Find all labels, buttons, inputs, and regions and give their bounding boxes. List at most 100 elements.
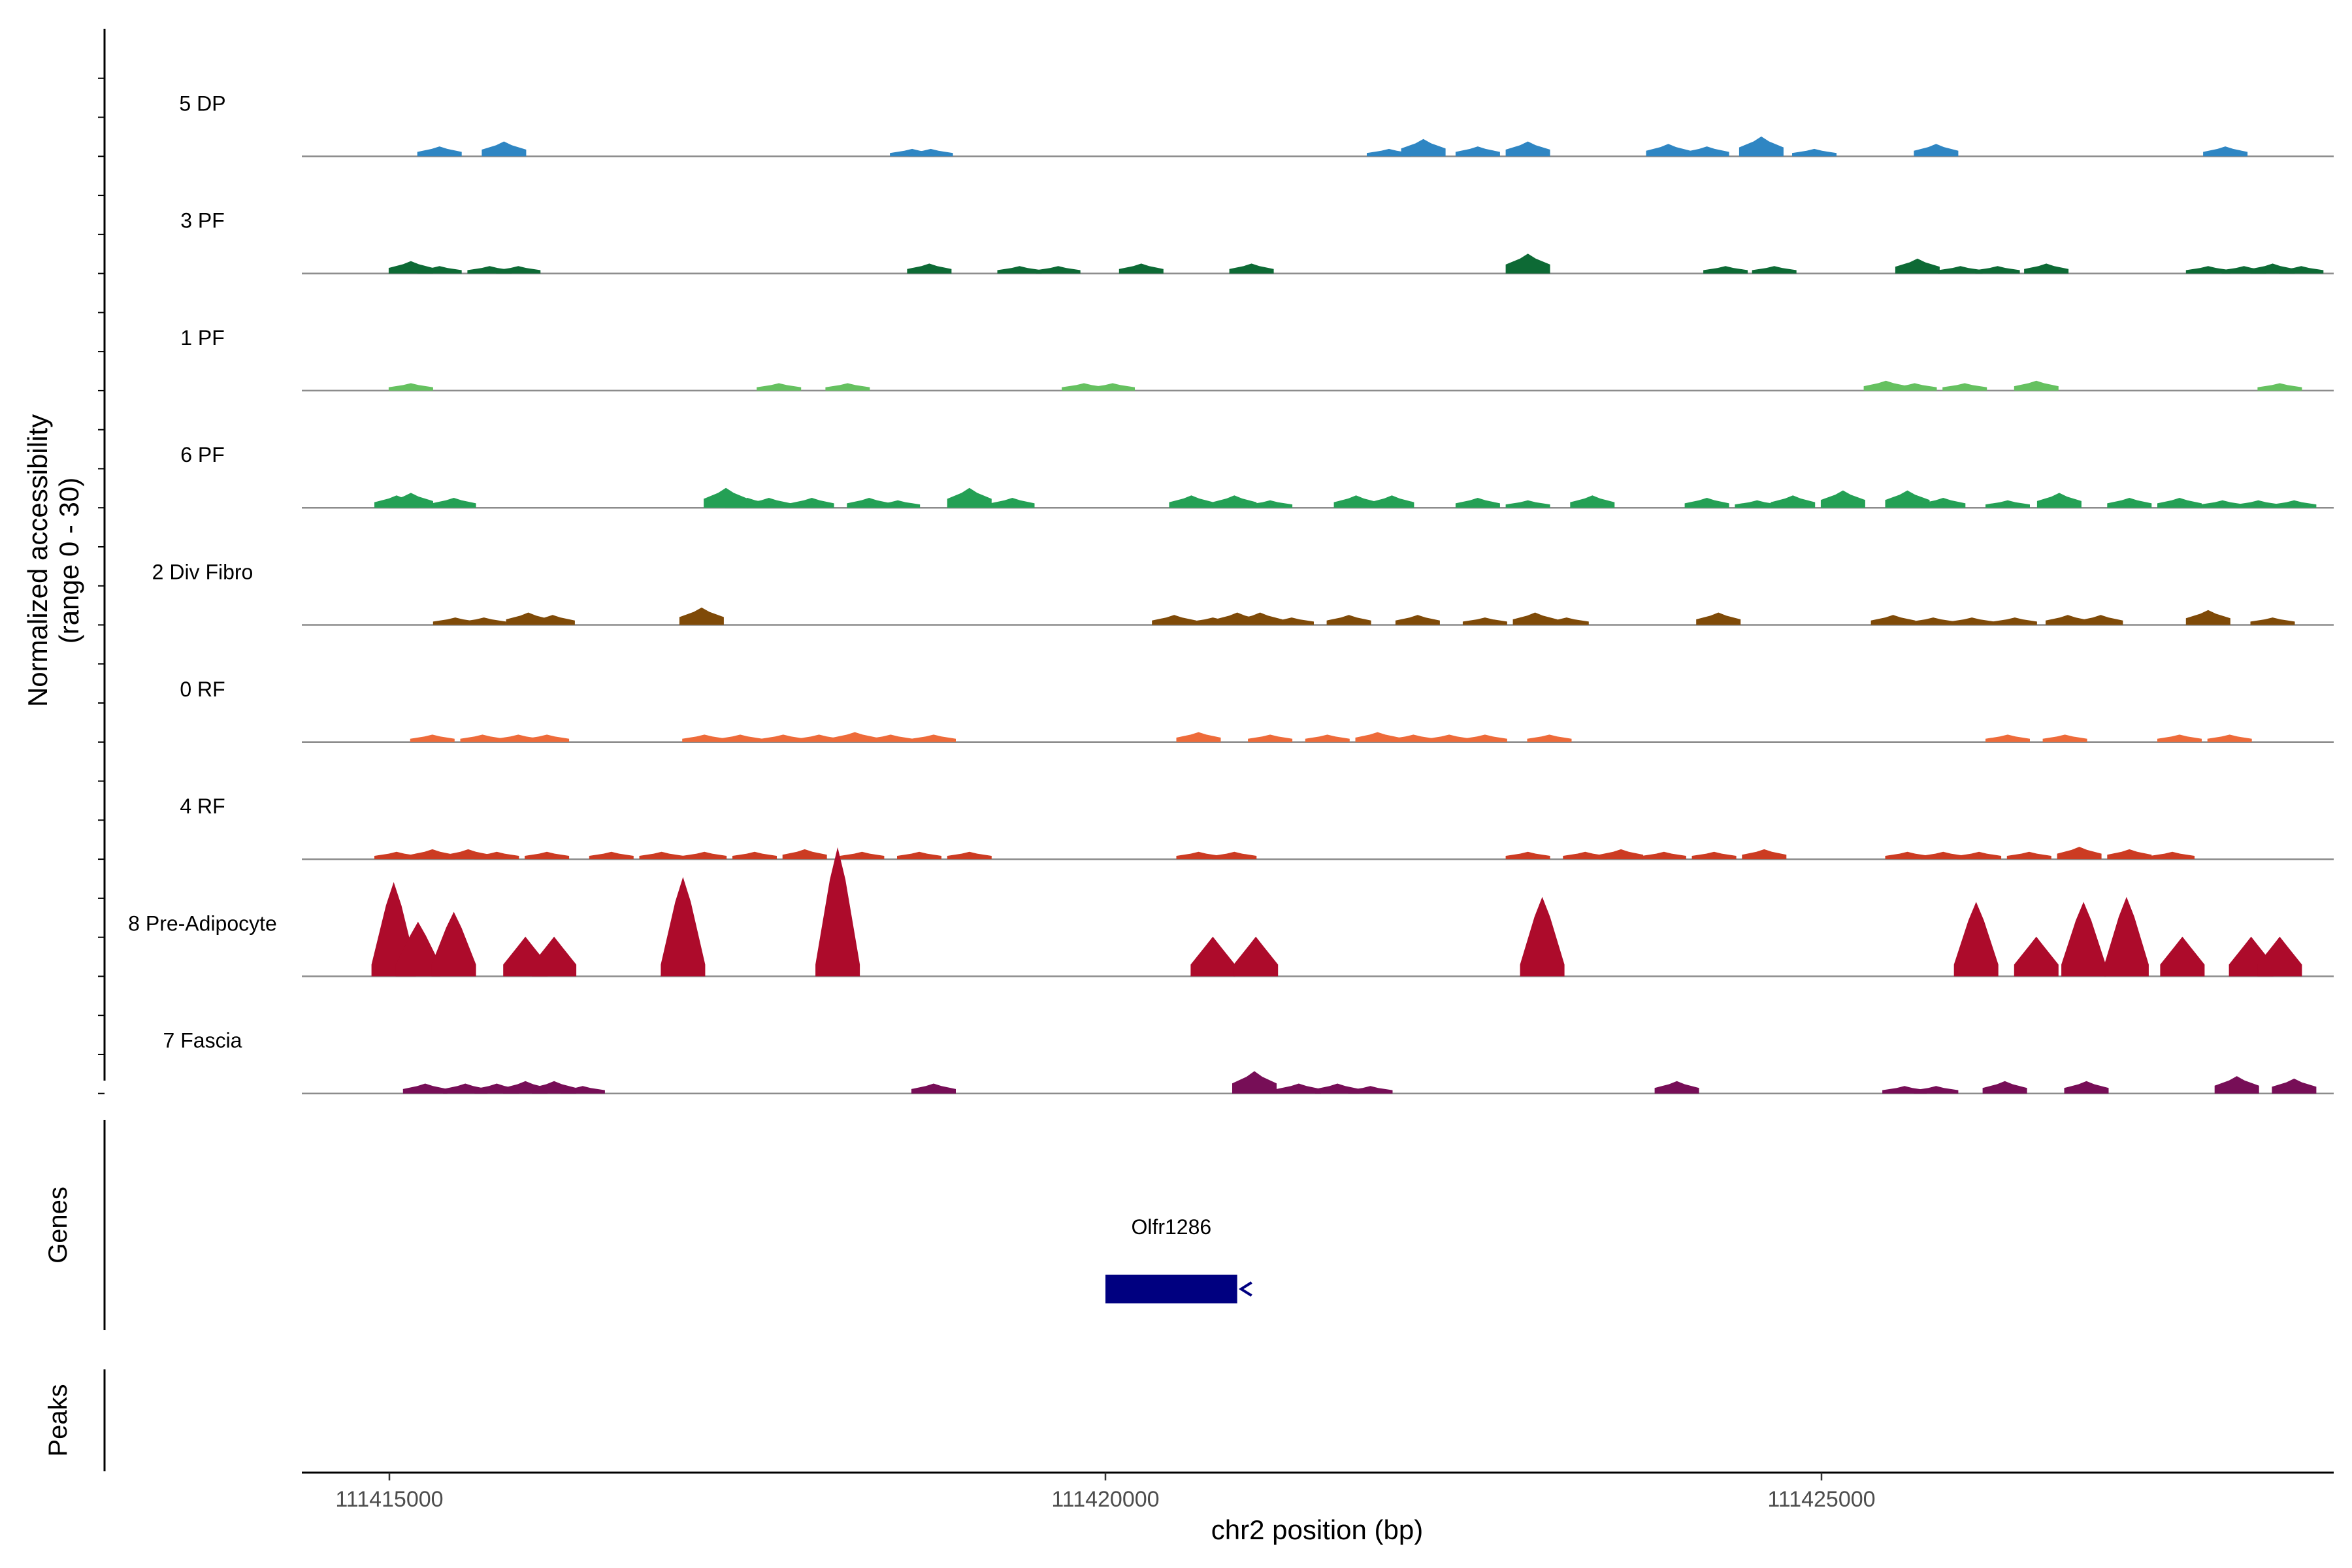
coverage-peak <box>1036 266 1081 274</box>
coverage-peak <box>1212 495 1257 508</box>
coverage-peak <box>388 383 433 391</box>
coverage-peak <box>1276 1083 1321 1094</box>
coverage-peak <box>947 487 992 508</box>
coverage-peak <box>1911 617 1955 625</box>
coverage-peak <box>1326 615 1371 625</box>
coverage-peak <box>431 911 476 977</box>
coverage-peak <box>2014 380 2059 391</box>
peaks-panel-label: Peaks <box>44 1384 73 1456</box>
coverage-peak <box>1914 1086 1959 1094</box>
x-tick-label: 111415000 <box>335 1487 443 1512</box>
coverage-peak <box>757 383 802 391</box>
coverage-peak <box>2006 851 2051 860</box>
coverage-peak <box>1938 266 1983 274</box>
coverage-peak <box>2036 493 2082 508</box>
coverage-peak <box>460 734 505 742</box>
coverage-peak <box>2250 617 2295 625</box>
coverage-peak <box>1169 495 1214 508</box>
track-label-0-rf: 0 RF <box>180 678 225 701</box>
coverage-peak <box>1455 498 1500 508</box>
y-axis-title-line1: Normalized accessibility <box>22 414 53 707</box>
track-label-1-pf: 1 PF <box>180 326 225 350</box>
coverage-peak <box>2157 734 2202 742</box>
coverage-peak <box>1752 266 1797 274</box>
coverage-peak <box>1885 851 1930 860</box>
coverage-peak <box>1942 383 1987 391</box>
track-label-2-div-fibro: 2 Div Fibro <box>152 561 253 584</box>
coverage-peak <box>2272 500 2317 508</box>
x-axis-ticks: 111415000 111420000 111425000 <box>335 1473 1876 1512</box>
coverage-peak <box>589 851 634 860</box>
coverage-peak <box>2064 1081 2109 1094</box>
coverage-peak <box>482 141 527 157</box>
coverage-peak <box>1696 612 1741 625</box>
coverage-peak <box>2203 146 2248 157</box>
coverage-peak <box>718 734 762 742</box>
coverage-peak <box>1914 144 1959 157</box>
coverage-peak <box>2272 1078 2317 1094</box>
coverage-peak <box>1229 263 1274 274</box>
coverage-peak <box>1391 734 1436 742</box>
coverage-peak <box>402 1083 448 1094</box>
coverage-peak <box>1248 734 1293 742</box>
coverage-peak <box>1505 500 1550 508</box>
coverage-peak <box>1953 902 1999 977</box>
gene-label-olfr1286: Olfr1286 <box>1131 1215 1211 1239</box>
coverage-peak <box>2024 263 2069 274</box>
coverage-peak <box>1684 146 1729 157</box>
coverage-peak <box>1176 851 1221 860</box>
coverage-peak <box>1544 617 1589 625</box>
coverage-peak <box>732 851 777 860</box>
coverage-peak <box>374 851 419 860</box>
coverage-peak <box>1982 1081 2027 1094</box>
coverage-peak <box>1367 148 1411 157</box>
coverage-peak <box>1771 495 1816 508</box>
coverage-peak <box>1570 495 1615 508</box>
coverage-peak <box>875 500 921 508</box>
coverage-peak <box>1975 266 2020 274</box>
coverage-peak <box>530 615 575 625</box>
coverage-peak <box>2214 1076 2259 1094</box>
coverage-peak <box>990 498 1035 508</box>
coverage-peak <box>1333 495 1379 508</box>
coverage-peak <box>1527 734 1572 742</box>
coverage-peak <box>2150 851 2195 860</box>
coverage-peak <box>1248 500 1293 508</box>
coverage-peak <box>1455 146 1500 157</box>
coverage-peak <box>1684 498 1729 508</box>
track-1-pf <box>302 380 2334 392</box>
coverage-peak <box>1739 136 1784 157</box>
track-6-pf <box>302 487 2334 509</box>
coverage-peak <box>496 266 541 274</box>
coverage-peak <box>1369 495 1414 508</box>
coverage-peak <box>825 383 870 391</box>
coverage-peak <box>1654 1081 1699 1094</box>
coverage-peak <box>1232 1071 1277 1094</box>
coverage-peak <box>1462 617 1507 625</box>
coverage-peak <box>2107 849 2152 860</box>
coverage-peak <box>868 734 913 742</box>
coverage-peak <box>1355 732 1400 742</box>
genes-track: Olfr1286 <box>1105 1215 1252 1303</box>
coverage-peak <box>789 498 834 508</box>
coverage-peak <box>947 851 992 860</box>
coverage-tracks <box>302 136 2334 1094</box>
coverage-peak <box>1305 734 1350 742</box>
coverage-peak <box>2185 610 2230 625</box>
track-3-pf <box>302 253 2334 274</box>
coverage-peak <box>1462 734 1507 742</box>
coverage-peak <box>1233 936 1279 977</box>
coverage-peak <box>1505 141 1550 157</box>
track-7-fascia <box>302 1071 2334 1094</box>
coverage-peak <box>2104 896 2149 977</box>
coverage-peak <box>1985 734 2030 742</box>
coverage-peak <box>1348 1086 1393 1094</box>
genes-panel-label: Genes <box>44 1186 73 1264</box>
coverage-peak <box>2014 936 2059 977</box>
coverage-peak <box>2200 500 2245 508</box>
coverage-peak <box>832 732 877 742</box>
coverage-peak <box>1792 148 1837 157</box>
coverage-peak <box>1735 500 1780 508</box>
coverage-peak <box>461 617 506 625</box>
